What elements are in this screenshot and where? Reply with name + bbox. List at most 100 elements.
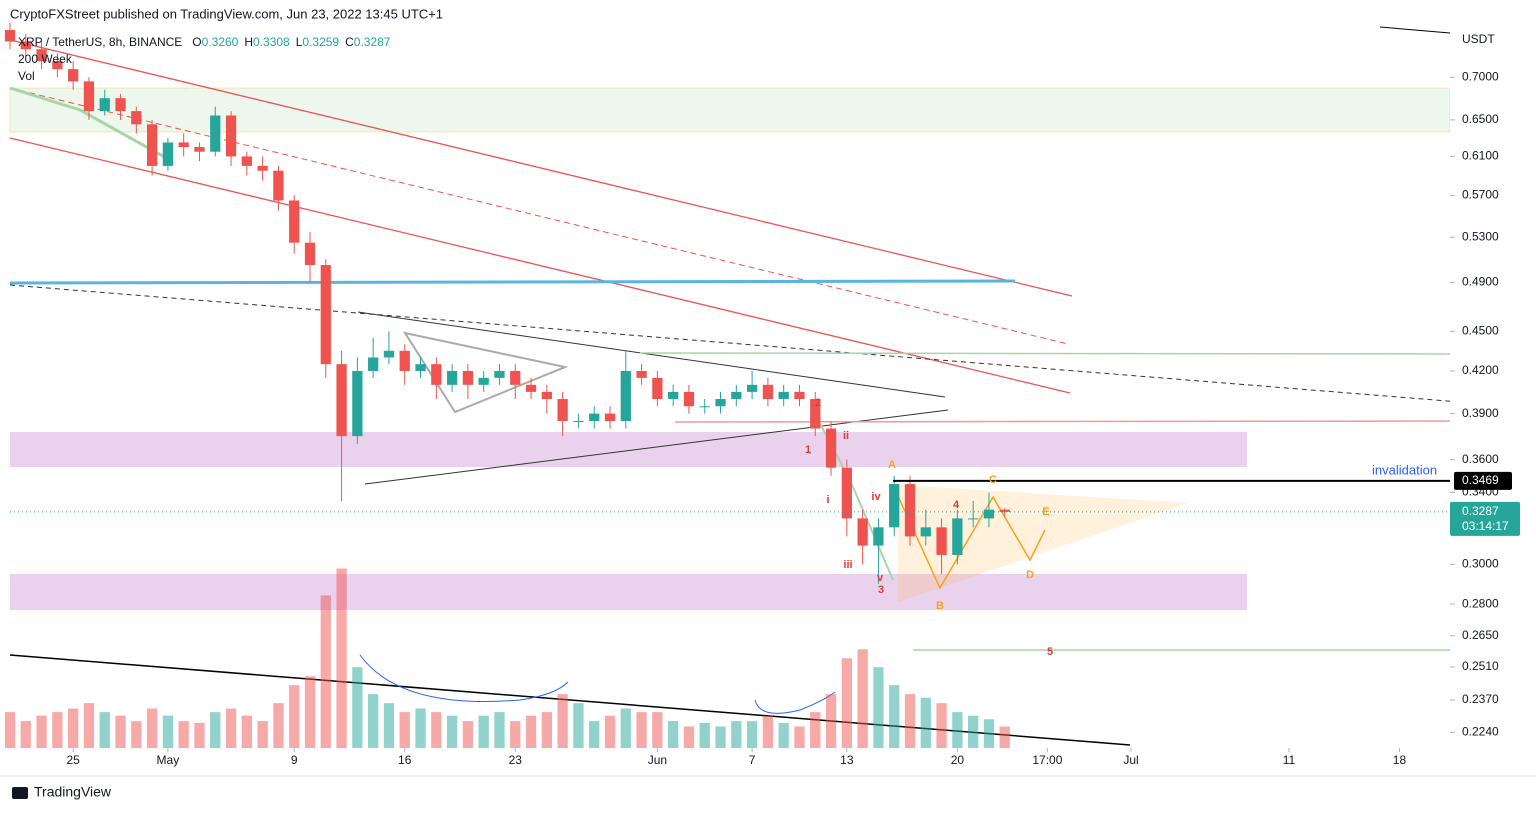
candle-body xyxy=(368,357,379,371)
candle-body xyxy=(762,384,774,400)
candle-body xyxy=(652,377,663,400)
volume-bar xyxy=(131,721,142,748)
volume-bar xyxy=(478,715,489,748)
candle-body xyxy=(636,370,647,378)
candle-body xyxy=(778,391,789,400)
candle-body xyxy=(889,484,900,528)
candle-body xyxy=(336,364,347,437)
y-tick-label: 0.2650 xyxy=(1462,628,1499,642)
y-tick-label: 0.3900 xyxy=(1462,406,1499,420)
volume-bar xyxy=(210,712,221,748)
price-axis xyxy=(1450,0,1536,810)
wave-label: 5 xyxy=(1047,646,1053,658)
candle-body xyxy=(525,384,537,392)
brand-logo xyxy=(12,787,28,799)
candle-body xyxy=(431,364,442,385)
last-price-tag xyxy=(1450,501,1520,536)
candle-body xyxy=(983,509,995,519)
volume-bar xyxy=(162,715,174,748)
wave-label: B xyxy=(936,600,944,612)
moving-average xyxy=(9,279,1016,285)
y-tick-label: 0.2510 xyxy=(1462,659,1499,673)
volume-bar xyxy=(841,658,852,748)
wave-label: 4 xyxy=(953,499,960,511)
y-tick-label: 0.6100 xyxy=(1462,149,1499,163)
volume-bar xyxy=(873,667,884,748)
y-tick-label: 0.2240 xyxy=(1462,725,1499,739)
candle-body xyxy=(273,170,284,201)
candle-body xyxy=(510,370,521,385)
arrow-curve xyxy=(359,654,569,703)
candle-body xyxy=(478,377,489,385)
x-tick-label: 7 xyxy=(749,753,756,767)
green-zone xyxy=(9,87,1451,133)
volume-bar xyxy=(904,694,916,748)
candle-body xyxy=(668,391,679,400)
countdown: 03:14:17 xyxy=(1462,519,1509,533)
volume-bar xyxy=(652,712,663,748)
volume-bar xyxy=(968,715,979,748)
ohlc-key: L xyxy=(296,35,303,49)
candle-body xyxy=(794,391,805,400)
volume-bar xyxy=(115,715,126,748)
volume-bar xyxy=(146,708,158,748)
candle-body xyxy=(383,350,395,358)
volume-bar xyxy=(825,694,837,748)
candle-body xyxy=(225,115,237,157)
volume-bar xyxy=(762,715,774,748)
candle-body xyxy=(399,350,410,371)
candle-body xyxy=(731,391,742,400)
ohlc-value: 0.3259 xyxy=(302,35,339,49)
volume-bar xyxy=(494,712,505,748)
level-line xyxy=(674,420,1451,423)
candle-body xyxy=(352,370,363,437)
volume-bar xyxy=(336,568,347,748)
wave-line xyxy=(9,86,171,162)
volume-bar xyxy=(604,715,616,748)
volume-bar xyxy=(573,703,584,748)
pennant xyxy=(402,331,569,414)
candle-body xyxy=(320,265,331,365)
arrow-curve xyxy=(754,691,836,714)
wave-label: A xyxy=(888,459,896,471)
candle-body xyxy=(36,49,47,62)
volume-bar xyxy=(257,721,268,748)
y-tick-label: 0.5300 xyxy=(1462,229,1499,243)
candle-body xyxy=(873,527,884,546)
candle-body xyxy=(557,399,568,422)
y-tick-label: 0.4900 xyxy=(1462,275,1499,289)
candle-body xyxy=(810,399,821,429)
ohlc-value: 0.3308 xyxy=(253,35,290,49)
ohlc-value: 0.3260 xyxy=(202,35,239,49)
wave-label: E xyxy=(1042,506,1049,518)
candle-body xyxy=(146,124,158,166)
volume-bar xyxy=(794,726,805,748)
volume-bar xyxy=(920,697,931,748)
x-tick-label: May xyxy=(157,753,180,767)
volume-bar xyxy=(399,712,410,748)
y-tick-label: 0.3600 xyxy=(1462,452,1499,466)
candle-body xyxy=(4,30,16,42)
volume-bar xyxy=(715,726,726,748)
volume-bar xyxy=(20,721,31,748)
wave-label: C xyxy=(989,474,997,486)
y-tick-label: 0.6500 xyxy=(1462,112,1499,126)
x-tick-label: 20 xyxy=(951,753,965,767)
candle-body xyxy=(494,370,505,378)
wave-label: v xyxy=(877,572,884,584)
volume-bar xyxy=(636,712,647,748)
candle-body xyxy=(541,391,552,400)
candle-body xyxy=(573,421,584,423)
trend-line xyxy=(357,311,946,398)
candle-body xyxy=(746,384,758,392)
last-price-label: 0.3287 xyxy=(1462,504,1499,518)
volume-bar xyxy=(83,703,95,748)
y-tick-label: 0.2370 xyxy=(1462,692,1499,706)
candle-body xyxy=(131,111,142,125)
candle-body xyxy=(162,142,174,166)
x-tick-label: 25 xyxy=(66,753,80,767)
candle-body xyxy=(446,370,458,385)
volume-bar xyxy=(52,712,63,748)
candle-body xyxy=(257,165,268,171)
volume-bar xyxy=(683,726,695,748)
